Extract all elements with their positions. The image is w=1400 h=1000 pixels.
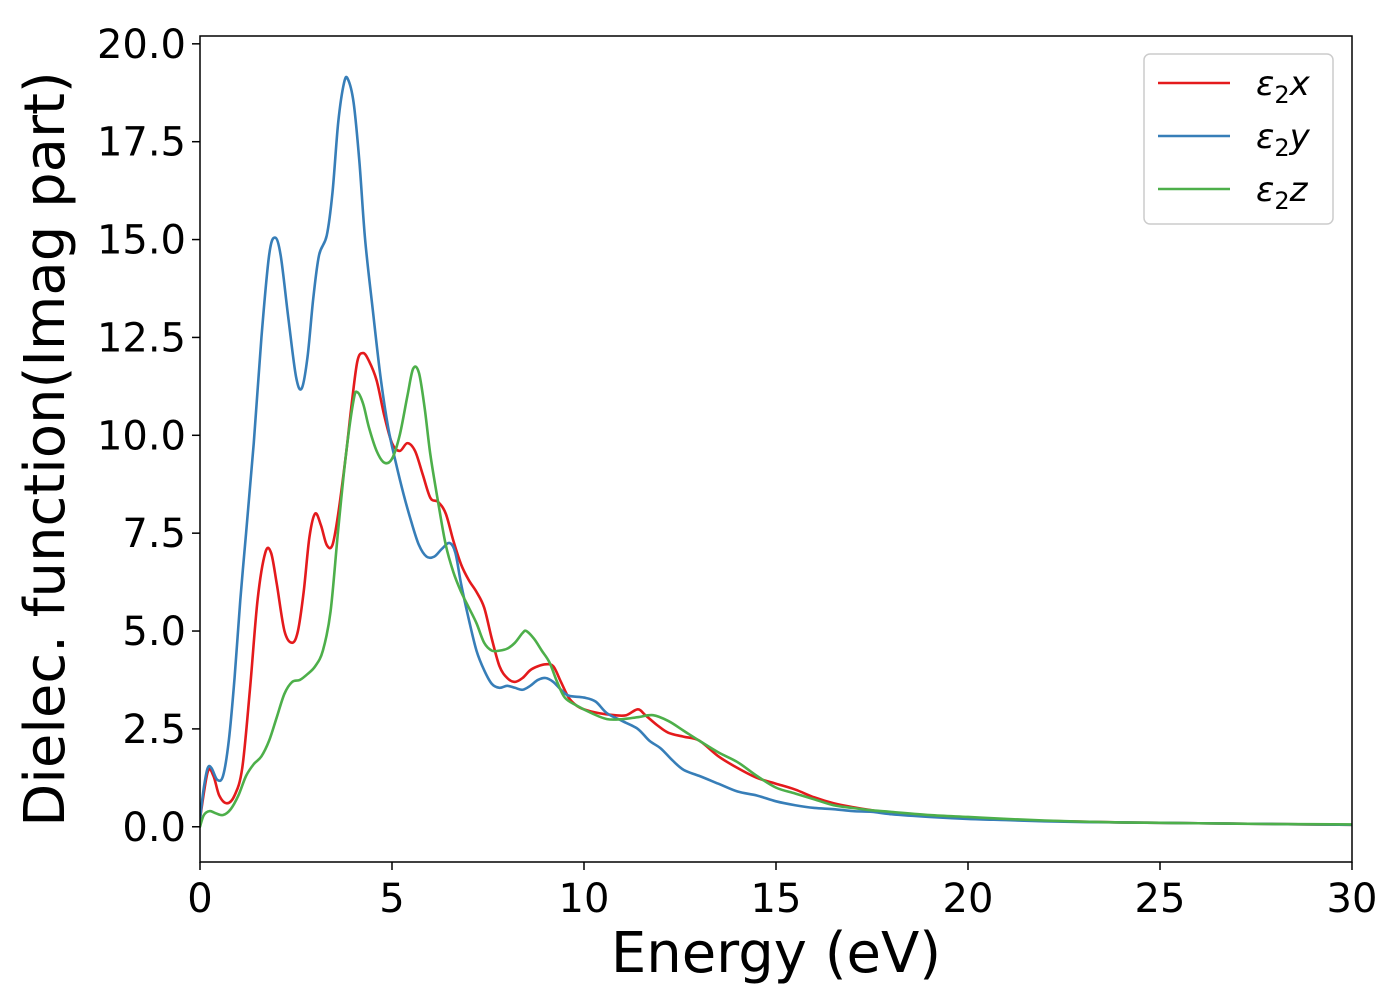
y-tick-label: 20.0 — [97, 22, 186, 68]
y-tick-label: 5.0 — [122, 609, 186, 655]
legend-box — [1143, 53, 1334, 225]
y-tick-label: 7.5 — [122, 511, 186, 557]
x-tick-label: 30 — [1327, 876, 1378, 922]
series-layer — [200, 75, 1352, 829]
y-tick-label: 12.5 — [97, 315, 186, 361]
y-tick-label: 15.0 — [97, 218, 186, 264]
y-tick-label: 10.0 — [97, 413, 186, 459]
y-tick-label: 2.5 — [122, 707, 186, 753]
x-axis-label: Energy (eV) — [611, 921, 941, 986]
x-axis: 0 5 10 15 20 25 30 — [187, 862, 1377, 922]
legend-label-y: ε2y — [1256, 117, 1311, 162]
x-tick-label: 25 — [1135, 876, 1186, 922]
series-line-y — [200, 75, 1352, 827]
x-tick-label: 5 — [379, 876, 404, 922]
legend: ε2x ε2y ε2z — [1143, 53, 1334, 225]
legend-label-x: ε2x — [1256, 64, 1311, 109]
x-tick-label: 15 — [751, 876, 802, 922]
y-axis-label: Dielec. function(Imag part) — [13, 71, 78, 827]
y-tick-label: 0.0 — [122, 805, 186, 851]
y-axis: 0.0 2.5 5.0 7.5 10.0 12.5 15.0 17.5 20.0 — [97, 22, 200, 851]
series-line-z — [200, 365, 1352, 829]
series-line-x — [200, 351, 1352, 827]
x-tick-label: 10 — [559, 876, 610, 922]
x-tick-label: 20 — [943, 876, 994, 922]
x-tick-label: 0 — [187, 876, 212, 922]
legend-label-z: ε2z — [1256, 170, 1309, 215]
y-tick-label: 17.5 — [97, 120, 186, 166]
